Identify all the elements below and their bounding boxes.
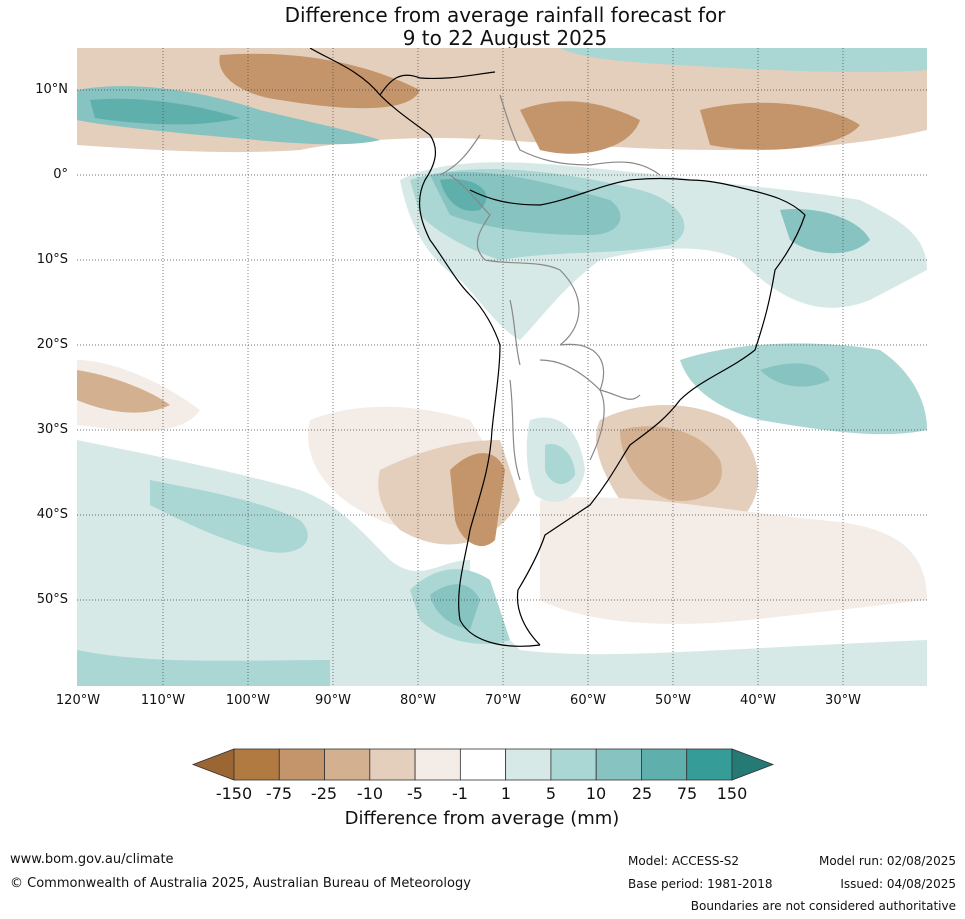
south-atlantic-wet-core (760, 363, 830, 387)
legend-tick: -75 (265, 784, 293, 803)
legend-swatch (414, 748, 461, 781)
chile-dry-core (450, 453, 505, 547)
base-period-text: Base period: 1981-2018 (628, 877, 773, 891)
south-atlantic-dry (540, 497, 927, 624)
legend-swatch (641, 748, 688, 781)
disclaimer-text: Boundaries are not considered authoritat… (690, 899, 956, 913)
legend-tick: 5 (545, 784, 557, 803)
east-pacific-dry (77, 370, 170, 413)
lat-label-30s: 30°S (36, 422, 68, 437)
lat-label-50s: 50°S (36, 592, 68, 607)
lat-label-0: 0° (53, 167, 68, 182)
lat-label-20s: 20°S (36, 337, 68, 352)
lon-label-120w: 120°W (55, 693, 101, 708)
legend-swatch (459, 748, 507, 781)
legend-swatch (595, 748, 642, 781)
legend-swatch (324, 748, 371, 781)
legend-swatch (505, 748, 552, 781)
website-link[interactable]: www.bom.gov.au/climate (10, 852, 174, 867)
legend-tick: -10 (356, 784, 384, 803)
lon-label-110w: 110°W (140, 693, 186, 708)
east-atlantic-dry-core (700, 102, 860, 150)
country-borders (439, 94, 661, 481)
legend-tick: 150 (716, 784, 748, 803)
legend-tick: 25 (631, 784, 653, 803)
legend-swatch (369, 748, 416, 781)
south-atlantic-wet (680, 343, 927, 435)
legend-arrow-high (731, 748, 775, 781)
legend-swatch (686, 748, 733, 781)
legend-arrow-low (191, 748, 235, 781)
lat-label-10n: 10°N (35, 82, 68, 97)
model-text: Model: ACCESS-S2 (628, 854, 740, 868)
anomaly-field (77, 48, 927, 686)
legend-tick: 10 (585, 784, 607, 803)
amazon-wet-peak (440, 179, 487, 211)
title-line-1: Difference from average rainfall forecas… (284, 3, 726, 27)
title-line-2: 9 to 22 August 2025 (402, 26, 608, 50)
river-plate-dry-core (620, 426, 722, 501)
gridlines (77, 48, 927, 686)
legend-colorbar (191, 748, 775, 781)
north-sa-dry-core (520, 101, 640, 154)
legend-title: Difference from average (mm) (344, 808, 620, 829)
north-pacific-wet-core (90, 98, 240, 125)
south-pacific-band (77, 650, 330, 686)
issued-text: Issued: 04/08/2025 (840, 877, 956, 891)
lon-label-100w: 100°W (225, 693, 271, 708)
caribbean-dry-core (219, 53, 420, 109)
northeast-brazil-wet (780, 209, 870, 254)
lon-label-80w: 80°W (400, 693, 436, 708)
lat-label-10s: 10°S (36, 252, 68, 267)
interior-brazil-dry (600, 251, 742, 340)
legend-tick: 1 (500, 784, 512, 803)
north-atlantic-wet (560, 48, 927, 73)
legend-swatch (550, 748, 597, 781)
legend-tick: 75 (676, 784, 698, 803)
lon-label-30w: 30°W (825, 693, 861, 708)
lon-label-90w: 90°W (315, 693, 351, 708)
legend-swatch (233, 748, 280, 781)
lon-label-70w: 70°W (485, 693, 521, 708)
lon-label-50w: 50°W (655, 693, 691, 708)
coastline (309, 48, 806, 647)
legend-tick: -1 (452, 784, 468, 803)
copyright-text: © Commonwealth of Australia 2025, Austra… (10, 876, 471, 891)
legend-tick: -150 (215, 784, 253, 803)
south-pacific-wet-core (150, 480, 308, 553)
legend-tick: -5 (407, 784, 423, 803)
legend-tick: -25 (310, 784, 338, 803)
legend-swatch (278, 748, 325, 781)
map-title: Difference from average rainfall forecas… (0, 4, 965, 50)
southern-chile-wet-core (430, 584, 480, 630)
argentina-wet-core (545, 444, 575, 485)
lat-label-40s: 40°S (36, 507, 68, 522)
model-run-text: Model run: 02/08/2025 (818, 854, 956, 868)
lon-label-40w: 40°W (740, 693, 776, 708)
lon-label-60w: 60°W (570, 693, 606, 708)
